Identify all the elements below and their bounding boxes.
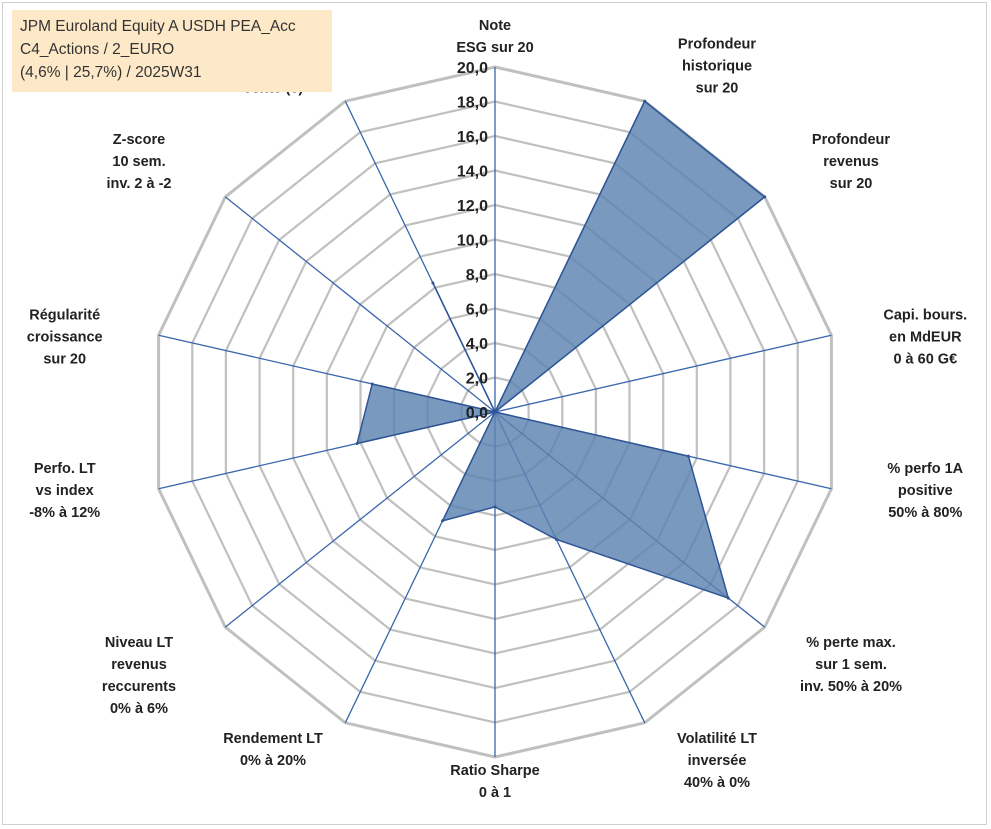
fund-name: JPM Euroland Equity A USDH PEA_Acc [20, 18, 296, 35]
series-point-5 [726, 596, 730, 600]
axis-label-2: Profondeur revenus sur 20 [812, 132, 890, 192]
series-point-4 [686, 454, 690, 458]
axis-label-6: Volatilité LT inversée 40% à 0% [677, 731, 757, 791]
tick-label-1: 2,0 [466, 371, 488, 388]
tick-label-5: 10,0 [457, 233, 488, 250]
tick-label-2: 4,0 [466, 336, 488, 353]
series-point-1 [643, 99, 647, 103]
axis-label-4: % perfo 1A positive 50% à 80% [887, 461, 963, 521]
spoke-9 [224, 411, 496, 628]
axis-label-11: Régularité croissance sur 20 [27, 307, 103, 367]
axis-label-1: Profondeur historique sur 20 [678, 36, 756, 96]
tick-label-0: 0,0 [466, 405, 488, 422]
series-point-2 [763, 195, 767, 199]
tick-label-9: 18,0 [457, 95, 488, 112]
series-point-7 [493, 505, 497, 509]
tick-label-6: 12,0 [457, 198, 488, 215]
radar-tick-labels: 0,0 2,0 4,0 6,0 8,0 10,0 12,0 14,0 16,0 18,0 20,0 [457, 60, 488, 422]
axis-label-7: Ratio Sharpe 0 à 1 [450, 763, 539, 801]
spoke-3 [494, 334, 832, 413]
fund-category: C4_Actions / 2_EURO [20, 41, 175, 58]
series-point-12 [493, 410, 497, 414]
series-point-10 [355, 442, 359, 445]
axis-label-3: Capi. bours. en MdEUR 0 à 60 G€ [883, 307, 967, 367]
radar-series [355, 99, 767, 600]
tick-label-3: 6,0 [466, 302, 488, 319]
axis-label-12: Z-score 10 sem. inv. 2 à -2 [106, 132, 171, 192]
axis-label-10: Perfo. LT vs index -8% à 12% [29, 461, 100, 521]
axis-label-9: Niveau LT revenus reccurents 0% à 6% [102, 635, 176, 717]
tick-label-10: 20,0 [457, 60, 488, 77]
spoke-12 [224, 196, 496, 413]
series-point-8 [441, 519, 445, 523]
radar-axis-labels: Note ESG sur 20 Profondeur historique sur 20… [27, 18, 967, 801]
tick-label-4: 8,0 [466, 267, 488, 284]
series-point-11 [370, 382, 374, 386]
series-point-6 [554, 537, 558, 541]
fund-stats: (4,6% | 25,7%) / 2025W31 [20, 64, 202, 81]
fund-title-box: JPM Euroland Equity A USDH PEA_Acc C4_Ac… [12, 10, 332, 92]
axis-label-5: % perte max. sur 1 sem. inv. 50% à 20% [800, 635, 902, 695]
series-point-13 [431, 281, 435, 285]
axis-label-8: Rendement LT 0% à 20% [223, 731, 323, 769]
tick-label-8: 16,0 [457, 129, 488, 146]
tick-label-7: 14,0 [457, 164, 488, 181]
axis-label-0: Note ESG sur 20 [456, 18, 533, 56]
